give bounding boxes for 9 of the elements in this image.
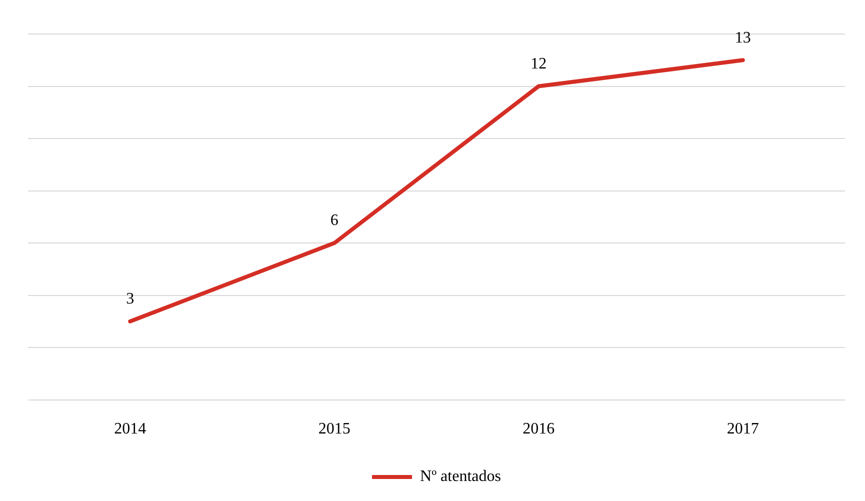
data-label: 6 [330,212,338,230]
data-label: 12 [530,55,547,72]
x-tick-label: 2014 [114,420,146,438]
x-tick-label: 2016 [522,420,555,438]
legend-label: Nº atentados [420,468,501,486]
data-label: 3 [126,290,134,308]
data-label: 13 [734,29,751,46]
x-tick-label: 2017 [726,420,759,438]
x-tick-label: 2015 [318,420,350,438]
